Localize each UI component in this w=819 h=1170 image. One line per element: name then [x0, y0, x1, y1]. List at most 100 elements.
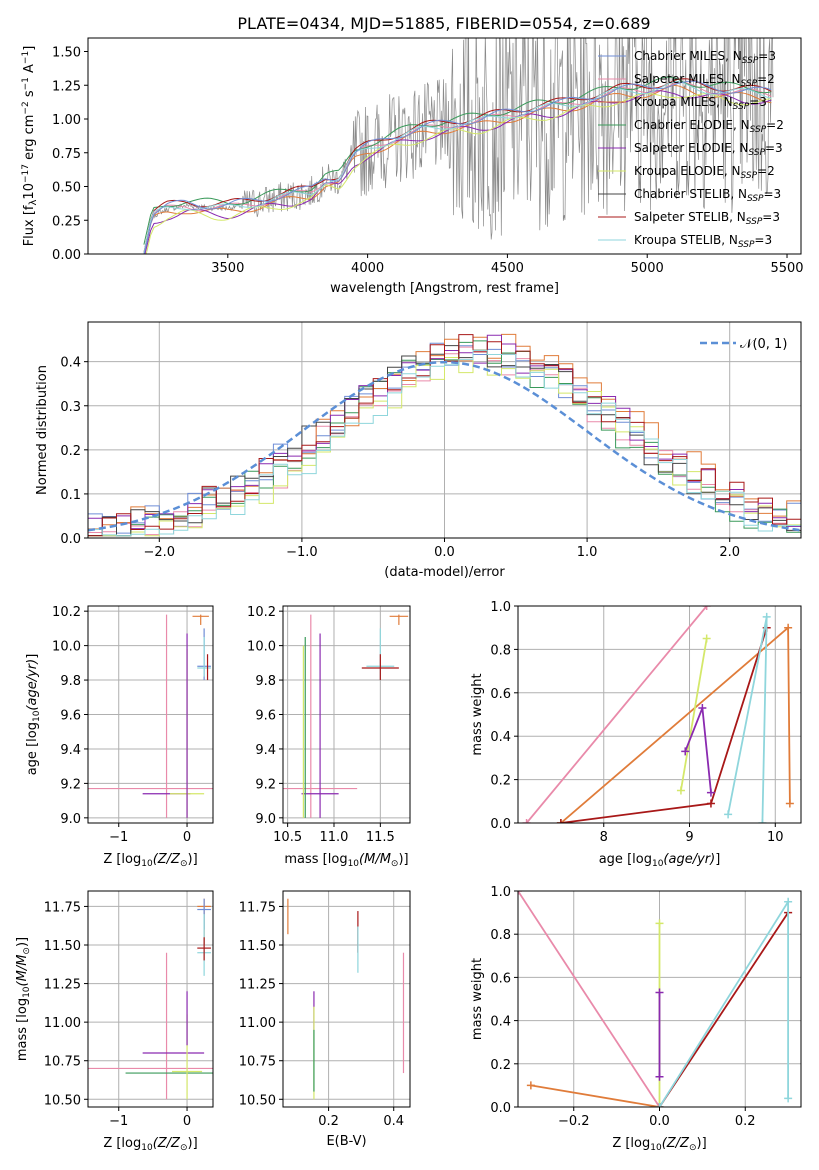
plot-area-age_vs_mass — [283, 614, 409, 818]
y-tick-label: 1.00 — [52, 113, 81, 128]
x-axis-label: age [log10(age/yr)] — [599, 852, 721, 869]
y-tick-label: 0.2 — [60, 444, 81, 459]
y-tick-label: 10.50 — [44, 1093, 81, 1108]
y-tick-label: 10.2 — [247, 605, 276, 620]
y-tick-label: 0.2 — [490, 1058, 511, 1073]
y-tick-label: 0.00 — [52, 248, 81, 263]
y-tick-label: 0.8 — [490, 643, 511, 658]
y-tick-label: 9.4 — [60, 743, 81, 758]
spectrum-model-line — [143, 80, 772, 254]
x-tick-label: −2.0 — [144, 545, 176, 560]
weight-point-marker — [655, 919, 664, 928]
axes-frame — [517, 605, 802, 824]
y-tick-label: 0.0 — [490, 817, 511, 832]
weight-series-line — [518, 891, 661, 1107]
weight-point-marker — [784, 1094, 793, 1103]
histogram-series — [88, 340, 801, 537]
weight-point-marker — [702, 634, 711, 643]
axes-frame — [517, 890, 802, 1108]
y-axis-label: mass weight — [470, 673, 485, 755]
plot-area-spectrum — [143, 38, 774, 254]
y-axis-label: age [log10(age/yr)] — [25, 654, 42, 776]
y-tick-label: 10.0 — [247, 640, 276, 655]
weight-point-marker — [758, 819, 767, 823]
y-tick-label: 1.25 — [52, 79, 81, 94]
weight-series-line — [727, 616, 768, 823]
x-tick-label: 8 — [600, 830, 608, 845]
axes-age_vs_mass: 10.5 11.0 11.5 9.0 9.2 9.4 9.6 9.8 10.0 10.2 mass … — [247, 605, 411, 869]
y-tick-label: 9.8 — [255, 674, 276, 689]
x-tick-label: 2.0 — [719, 545, 740, 560]
x-axis-label: Z [log10(Z/Z⊙)] — [103, 852, 197, 869]
y-tick-label: 1.50 — [52, 46, 81, 61]
y-tick-label: 0.4 — [490, 1015, 511, 1030]
spectrum-model-line — [143, 76, 772, 245]
histogram-series — [88, 349, 801, 537]
y-tick-label: 9.0 — [255, 812, 276, 827]
y-tick-label: 0.2 — [490, 774, 511, 789]
x-tick-label: 11.5 — [366, 830, 395, 845]
y-tick-label: 0.1 — [60, 488, 81, 503]
axes-frame — [282, 605, 411, 824]
weight-point-marker — [698, 703, 707, 712]
y-tick-label: 9.8 — [60, 674, 81, 689]
weight-point-marker — [724, 810, 733, 819]
legend-entry-label: Salpeter MILES, NSSP=2 — [634, 72, 775, 89]
y-tick-label: 10.2 — [52, 605, 81, 620]
y-tick-label: 0.6 — [490, 971, 511, 986]
x-tick-label: 3500 — [211, 261, 244, 276]
x-axis-label: Z [log10(Z/Z⊙)] — [103, 1136, 197, 1153]
axes-residuals: −2.0 −1.0 0.0 1.0 2.0 0.0 0.1 0.2 0.3 0.4 (data-mo… — [35, 321, 802, 580]
axes-frame — [282, 890, 411, 1108]
normal-reference-curve — [88, 360, 801, 532]
weight-series-line — [525, 606, 708, 823]
weight-point-marker — [706, 799, 715, 808]
y-tick-label: 9.2 — [255, 777, 276, 792]
histogram-series — [88, 334, 801, 537]
weight-point-marker — [522, 819, 531, 823]
x-axis-label: (data-model)/error — [384, 565, 505, 580]
legend-entry-label: Chabrier MILES, NSSP=3 — [634, 49, 776, 66]
legend-entry-label: Salpeter ELODIE, NSSP=3 — [634, 141, 783, 158]
y-axis-label: Flux [fλ10−17 erg cm−2 s−1 A−1] — [21, 46, 39, 247]
legend-entry-label: Salpeter STELIB, NSSP=3 — [634, 210, 780, 227]
spectrum-legend: Chabrier MILES, NSSP=3 Salpeter MILES, NS… — [598, 49, 784, 250]
y-tick-label: 9.6 — [255, 709, 276, 724]
weight-series-line — [560, 625, 791, 823]
x-tick-label: 5000 — [631, 261, 664, 276]
legend-entry-label: Kroupa ELODIE, NSSP=2 — [634, 164, 775, 181]
x-tick-label: −1.0 — [286, 545, 318, 560]
axes-weight_vs_age: 8 9 10 0.0 0.2 0.4 0.6 0.8 1.0 age [log10(age/yr)… — [470, 600, 802, 869]
y-tick-label: 0.0 — [60, 532, 81, 547]
y-tick-label: 11.00 — [44, 1016, 81, 1031]
x-tick-label: 0.2 — [318, 1114, 339, 1129]
weight-point-marker — [681, 747, 690, 756]
x-tick-label: 0.4 — [383, 1114, 404, 1129]
y-tick-label: 11.25 — [44, 978, 81, 993]
x-tick-label: −0.2 — [558, 1114, 590, 1129]
plot-area-weight_vs_age — [522, 606, 794, 823]
x-axis-label: mass [log10(M/M⊙)] — [284, 852, 408, 869]
y-tick-label: 0.75 — [52, 147, 81, 162]
plot-area-residuals — [88, 333, 801, 537]
weight-series-line — [680, 638, 708, 791]
plot-area-mass_vs_ebv — [287, 898, 405, 1100]
y-tick-label: 0.4 — [490, 730, 511, 745]
y-axis-label: mass weight — [470, 958, 485, 1040]
weight-point-marker — [706, 788, 715, 797]
y-tick-label: 11.25 — [239, 978, 276, 993]
y-tick-label: 0.4 — [60, 356, 81, 371]
y-tick-label: 1.0 — [490, 885, 511, 900]
weight-point-marker — [655, 1072, 664, 1081]
y-tick-label: 0.8 — [490, 928, 511, 943]
axes-layer: 3500 4000 4500 5000 55000.000.250.500.751.00… — [15, 37, 804, 1153]
x-tick-label: 0.0 — [649, 1114, 670, 1129]
legend-entry-label: Kroupa STELIB, NSSP=3 — [634, 233, 772, 250]
y-tick-label: 10.50 — [239, 1093, 276, 1108]
axes-weight_vs_Z: −0.2 0.0 0.2 0.0 0.2 0.4 0.6 0.8 1.0 Z [log10(Z/Z… — [470, 885, 802, 1153]
y-tick-label: 10.75 — [44, 1055, 81, 1070]
y-tick-label: 11.75 — [44, 900, 81, 915]
weight-point-marker — [702, 606, 711, 610]
weight-point-marker — [655, 1103, 664, 1107]
